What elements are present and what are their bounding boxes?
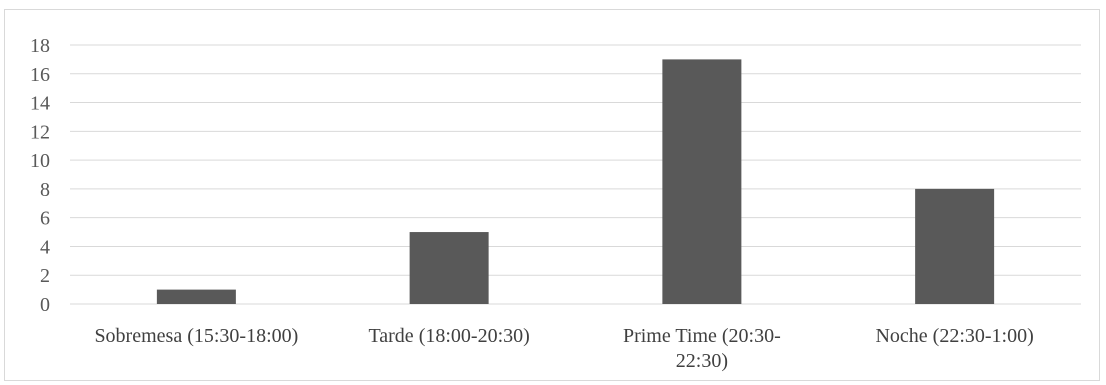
y-axis-ticks: 0 2 4 6 8 10 12 14 16 18 [30,35,50,316]
y-tick-label: 6 [40,208,50,230]
bars [156,59,995,305]
y-tick-label: 2 [40,265,50,287]
x-axis-labels: Sobremesa (15:30-18:00) Tarde (18:00-20:3… [94,325,1033,372]
chart-frame [4,9,1100,381]
x-category-label: Sobremesa (15:30-18:00) [94,325,298,347]
y-tick-label: 16 [30,64,50,86]
y-tick-label: 14 [30,93,50,115]
y-tick-label: 18 [30,35,50,57]
bar [409,232,489,304]
x-category-label: Prime Time (20:30- [623,325,781,347]
y-tick-label: 12 [30,121,50,143]
y-tick-label: 4 [40,236,50,258]
bar [662,59,742,305]
y-tick-label: 10 [30,150,50,172]
bar [156,289,236,304]
gridlines [70,44,1081,305]
y-tick-label: 0 [40,294,50,316]
x-category-label: 22:30) [676,350,728,372]
bar [915,188,995,304]
x-category-label: Noche (22:30-1:00) [875,325,1033,347]
x-category-label: Tarde (18:00-20:30) [368,325,529,347]
y-tick-label: 8 [40,179,50,201]
